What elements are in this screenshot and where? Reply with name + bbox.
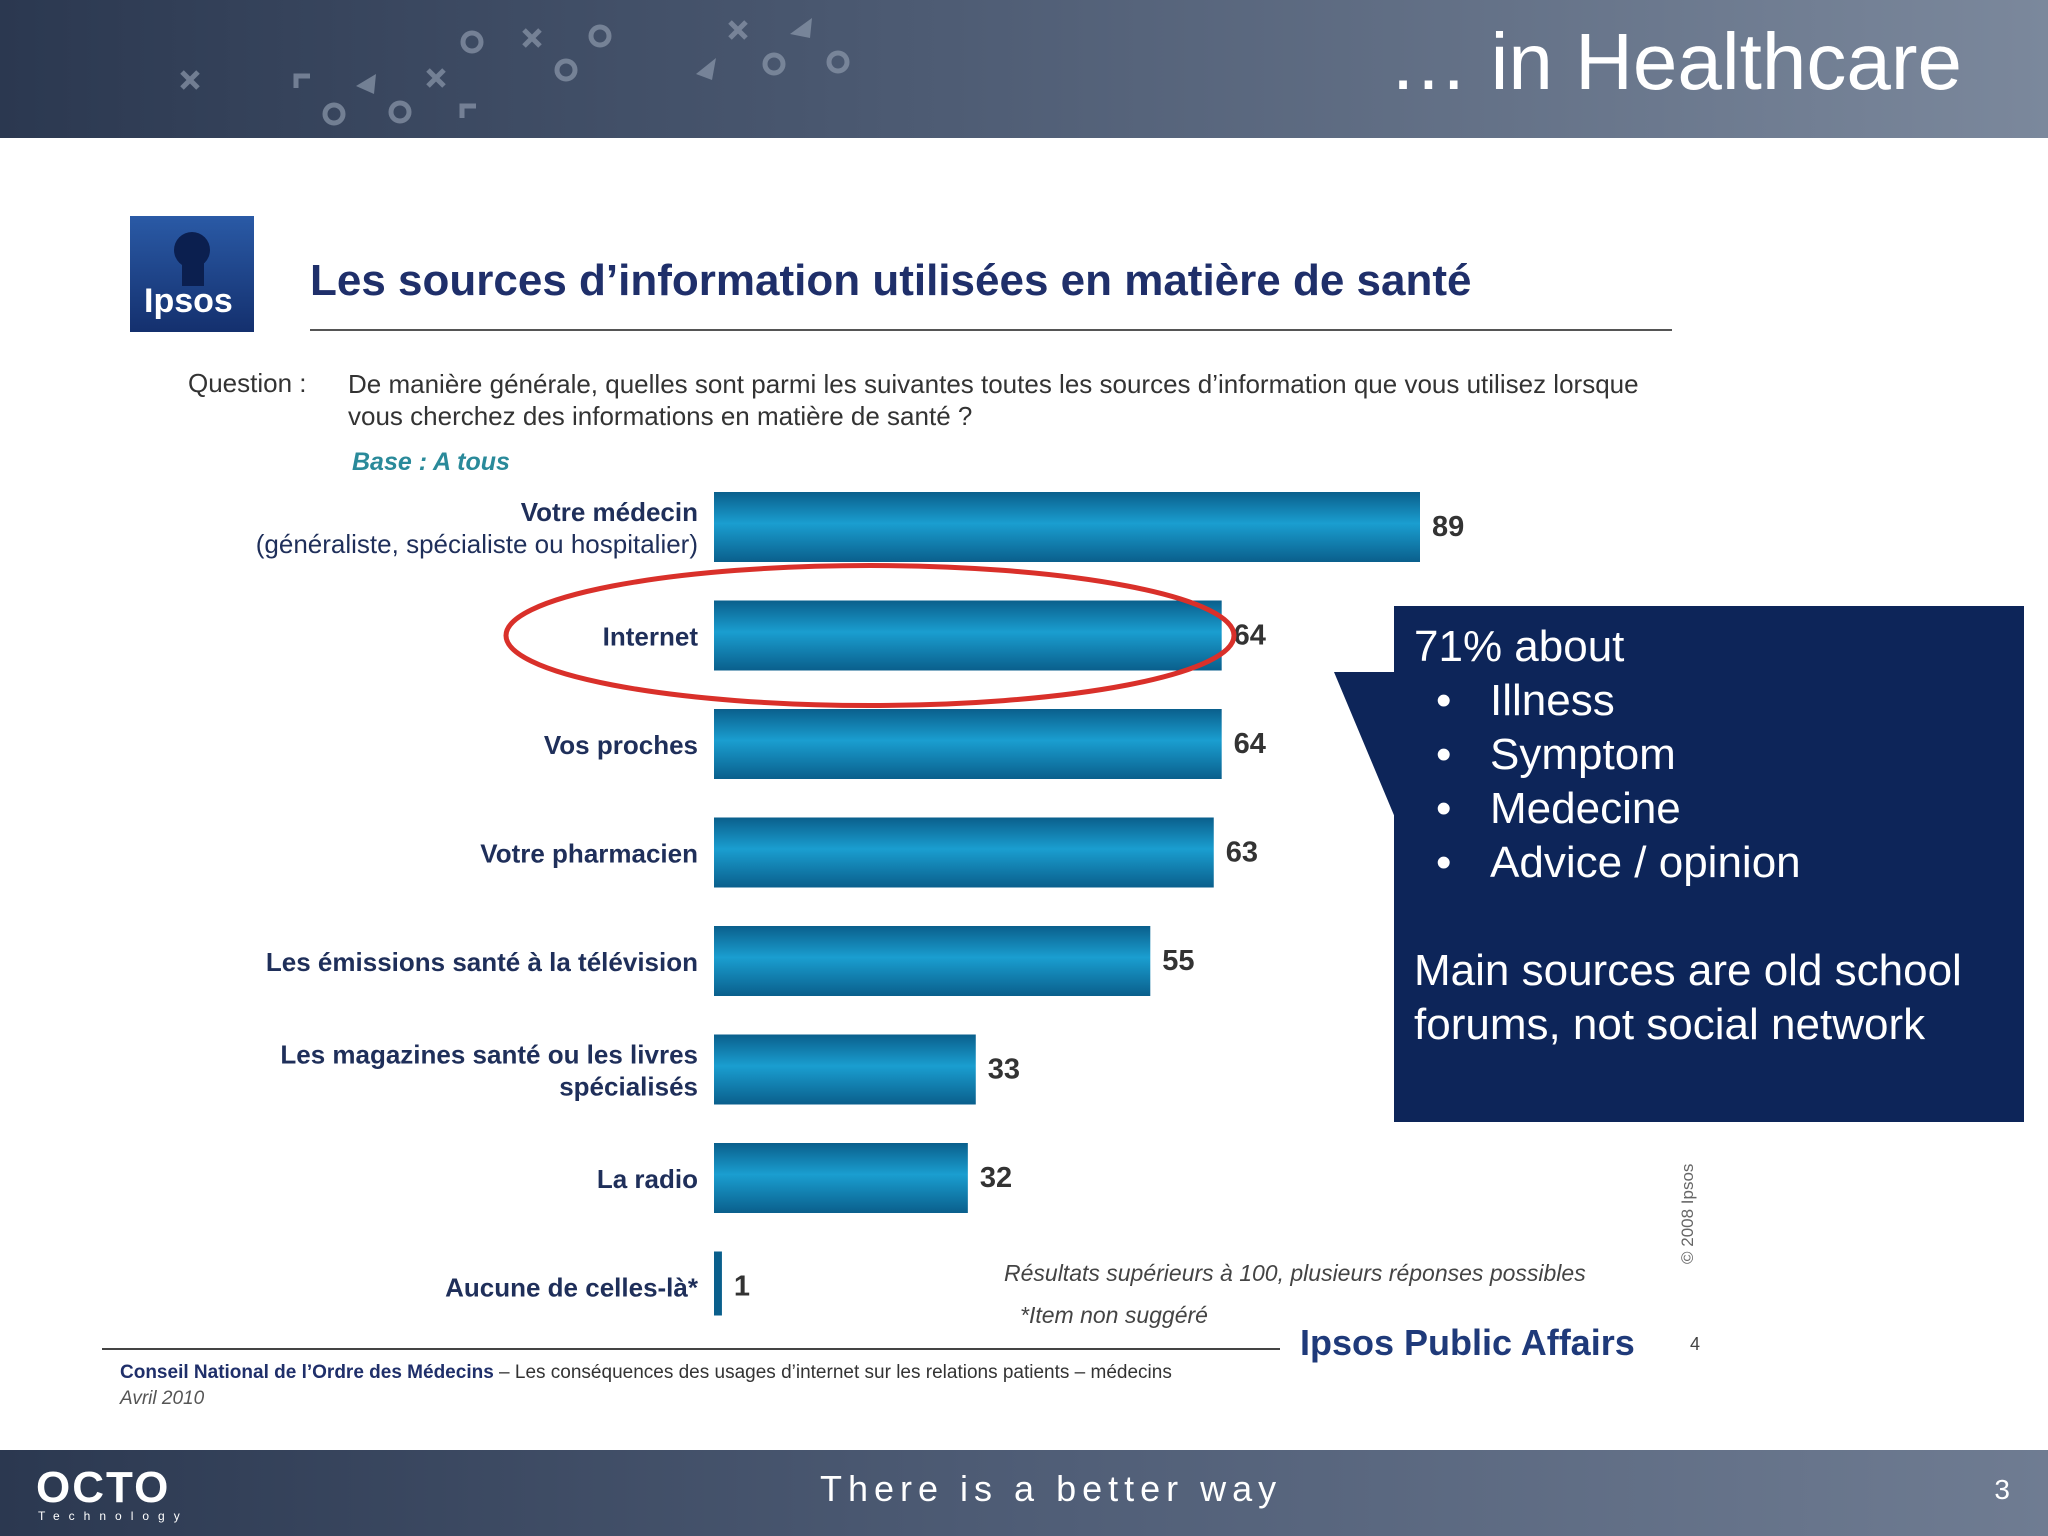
bar: [714, 1143, 968, 1213]
bar: [714, 600, 1222, 671]
callout-bullet-text: Medecine: [1490, 784, 1681, 833]
callout-bullet: • Illness: [1414, 674, 2004, 728]
bar-value-label: 55: [1162, 945, 1194, 977]
category-label: Les émissions santé à la télévision: [266, 947, 698, 977]
bar-value-label: 64: [1234, 728, 1266, 760]
callout-main-text: Main sources are old school forums, not …: [1414, 946, 1962, 1049]
slide-title: … in Healthcare: [1388, 17, 1962, 106]
footnote-item: *Item non suggéré: [1020, 1302, 1208, 1328]
category-label: spécialisés: [559, 1072, 698, 1102]
decorative-symbols-icon: [180, 18, 850, 126]
category-label: Votre médecin: [521, 497, 698, 527]
bar: [714, 1034, 976, 1105]
bar-value-label: 89: [1432, 511, 1464, 543]
bar-value-label: 32: [980, 1162, 1012, 1194]
source-org: Conseil National de l’Ordre des Médecins: [120, 1362, 494, 1383]
category-label: Vos proches: [544, 730, 698, 760]
bar: [714, 492, 1420, 562]
footnote-results: Résultats supérieurs à 100, plusieurs ré…: [1004, 1260, 1586, 1286]
bullet-icon: •: [1436, 838, 1452, 887]
bar-chart: 89 Votre médecin(généraliste, spécialiste…: [256, 492, 1464, 1316]
callout-heading: 71% about: [1414, 622, 1625, 671]
source-text: – Les conséquences des usages d’internet…: [493, 1362, 1172, 1383]
question-text: De manière générale, quelles sont parmi …: [348, 369, 1639, 431]
callout-bullet-text: Symptom: [1490, 730, 1676, 779]
bar-value-label: 63: [1226, 837, 1258, 869]
octo-logo: OCTO Technology: [36, 1464, 189, 1523]
source-divider: [102, 1348, 1280, 1350]
bullet-icon: •: [1436, 730, 1452, 779]
bullet-icon: •: [1436, 784, 1452, 833]
callout-bullet-text: Advice / opinion: [1490, 838, 1801, 887]
octo-logo-text: OCTO: [36, 1464, 170, 1512]
bar-value-label: 1: [734, 1271, 750, 1303]
octo-logo-subtext: Technology: [38, 1509, 189, 1523]
inner-page-number: 4: [1690, 1334, 1701, 1354]
bar: [714, 709, 1222, 779]
question-label: Question :: [188, 368, 307, 398]
bar: [714, 1251, 722, 1316]
callout-bullet-text: Illness: [1490, 676, 1615, 725]
source-date: Avril 2010: [120, 1388, 205, 1409]
chart-title: Les sources d’information utilisées en m…: [310, 256, 1472, 305]
slide-header: … in Healthcare: [0, 0, 2048, 138]
category-label: Votre pharmacien: [480, 839, 698, 869]
category-label: La radio: [597, 1164, 698, 1194]
callout-bullet: • Advice / opinion: [1414, 836, 2004, 890]
bar: [714, 817, 1214, 888]
source-line: Conseil National de l’Ordre des Médecins…: [120, 1362, 1172, 1384]
callout-bullet-list: • Illness • Symptom • Medecine • Advice / op…: [1414, 674, 2004, 890]
page-number: 3: [1994, 1474, 2010, 1505]
ipsos-logo-text: Ipsos: [144, 282, 233, 320]
slide-footer: OCTO Technology There is a better way 3: [0, 1450, 2048, 1536]
copyright-text: © 2008 Ipsos: [1678, 1163, 1697, 1264]
internet-highlight-ellipse: [503, 563, 1237, 708]
callout-pointer: [1334, 672, 1396, 820]
base-label: Base : A tous: [352, 448, 510, 476]
callout-bullet: • Medecine: [1414, 782, 2004, 836]
category-label: Internet: [603, 622, 699, 652]
publisher-name: Ipsos Public Affairs: [1300, 1322, 1635, 1363]
callout-bullet: • Symptom: [1414, 728, 2004, 782]
category-label: (généraliste, spécialiste ou hospitalier…: [256, 529, 698, 559]
bar-value-label: 64: [1234, 620, 1266, 652]
category-label: Les magazines santé ou les livres: [280, 1040, 698, 1070]
footer-tagline: There is a better way: [820, 1468, 1283, 1509]
bullet-icon: •: [1436, 676, 1452, 725]
category-label: Aucune de celles-là*: [445, 1273, 699, 1303]
bar-value-label: 33: [988, 1054, 1020, 1086]
title-divider: [310, 329, 1672, 331]
ipsos-logo: Ipsos: [130, 216, 254, 332]
bar: [714, 926, 1151, 996]
callout-box: 71% about • Illness • Symptom • Medecine • A…: [1394, 606, 2024, 1122]
